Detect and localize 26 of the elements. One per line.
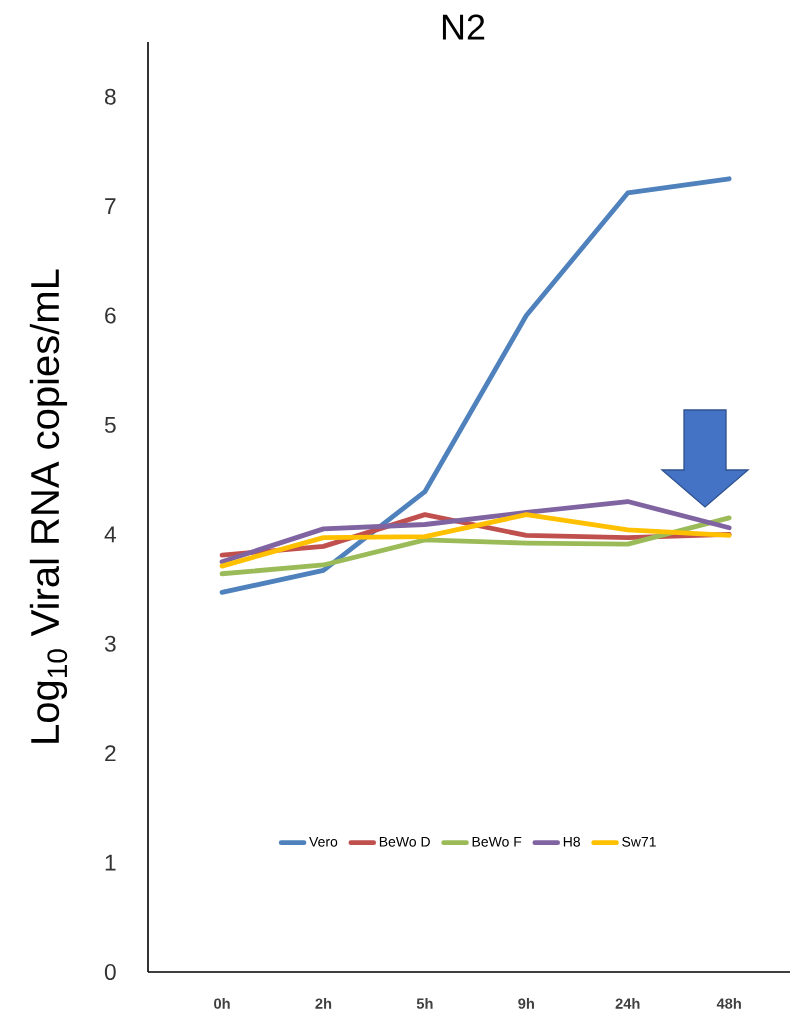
line-series	[219, 176, 732, 595]
y-tick-label: 5	[104, 417, 116, 433]
legend-label: Vero	[309, 836, 338, 847]
y-tick-label: 2	[105, 745, 116, 762]
y-tick-label: 7	[105, 198, 116, 214]
chart-title: N2	[442, 14, 485, 40]
legend-label: Sw71	[622, 836, 656, 847]
y-tick-label: 3	[104, 635, 116, 652]
x-tick-label: 24h	[615, 998, 640, 1009]
line-series	[219, 499, 732, 565]
line-series	[219, 515, 732, 577]
legend-label: BeWo D	[379, 836, 430, 847]
y-tick-label: 6	[105, 307, 116, 324]
x-tick-label: 5h	[416, 998, 433, 1009]
line-series	[219, 512, 732, 569]
y-tick-label: 1	[105, 854, 116, 871]
x-tick-label: 0h	[214, 998, 230, 1009]
x-tick-label: 2h	[315, 998, 332, 1009]
legend-label: H8	[563, 836, 580, 847]
y-tick-label: 8	[105, 88, 116, 105]
y-axis-title: Log$_{10}$ Viral RNA copies/mL	[29, 269, 68, 743]
legend-label: BeWo F	[472, 836, 522, 847]
y-tick-label: 0	[104, 963, 116, 981]
y-tick-label: 4	[104, 526, 116, 543]
x-tick-label: 48h	[716, 998, 741, 1009]
x-tick-label: 9h	[518, 998, 534, 1009]
